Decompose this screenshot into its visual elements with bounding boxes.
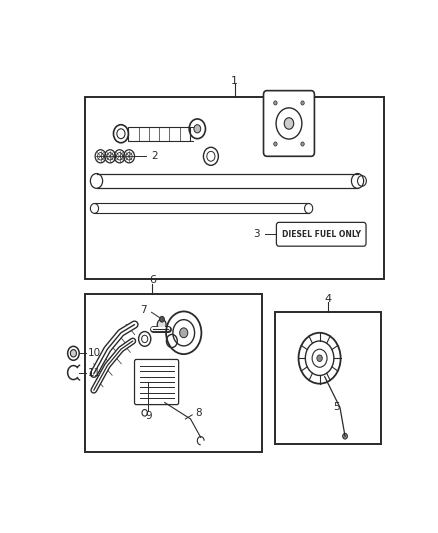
Text: 9: 9 bbox=[145, 411, 152, 421]
Circle shape bbox=[180, 328, 188, 338]
FancyBboxPatch shape bbox=[264, 91, 314, 156]
Text: 4: 4 bbox=[325, 294, 332, 304]
Bar bbox=[85, 97, 384, 279]
Circle shape bbox=[71, 350, 77, 357]
Circle shape bbox=[301, 101, 304, 105]
Text: 2: 2 bbox=[152, 151, 158, 161]
Text: 3: 3 bbox=[254, 229, 260, 239]
Text: 5: 5 bbox=[333, 402, 340, 412]
Text: DIESEL FUEL ONLY: DIESEL FUEL ONLY bbox=[282, 230, 361, 239]
Text: 8: 8 bbox=[196, 408, 202, 418]
Circle shape bbox=[284, 118, 294, 129]
Circle shape bbox=[194, 125, 201, 133]
Text: 6: 6 bbox=[149, 275, 156, 285]
Text: 1: 1 bbox=[231, 76, 238, 86]
Text: 7: 7 bbox=[141, 305, 147, 315]
Circle shape bbox=[274, 142, 277, 146]
Text: 11: 11 bbox=[88, 368, 101, 377]
Bar bbox=[85, 294, 262, 452]
Circle shape bbox=[343, 433, 347, 439]
Circle shape bbox=[159, 317, 164, 322]
Circle shape bbox=[157, 319, 166, 330]
Bar bbox=[128, 127, 190, 141]
Circle shape bbox=[274, 101, 277, 105]
Text: 10: 10 bbox=[88, 348, 101, 358]
FancyBboxPatch shape bbox=[134, 359, 179, 405]
Circle shape bbox=[301, 142, 304, 146]
Circle shape bbox=[317, 355, 322, 361]
Bar bbox=[276, 312, 381, 443]
FancyBboxPatch shape bbox=[276, 222, 366, 246]
